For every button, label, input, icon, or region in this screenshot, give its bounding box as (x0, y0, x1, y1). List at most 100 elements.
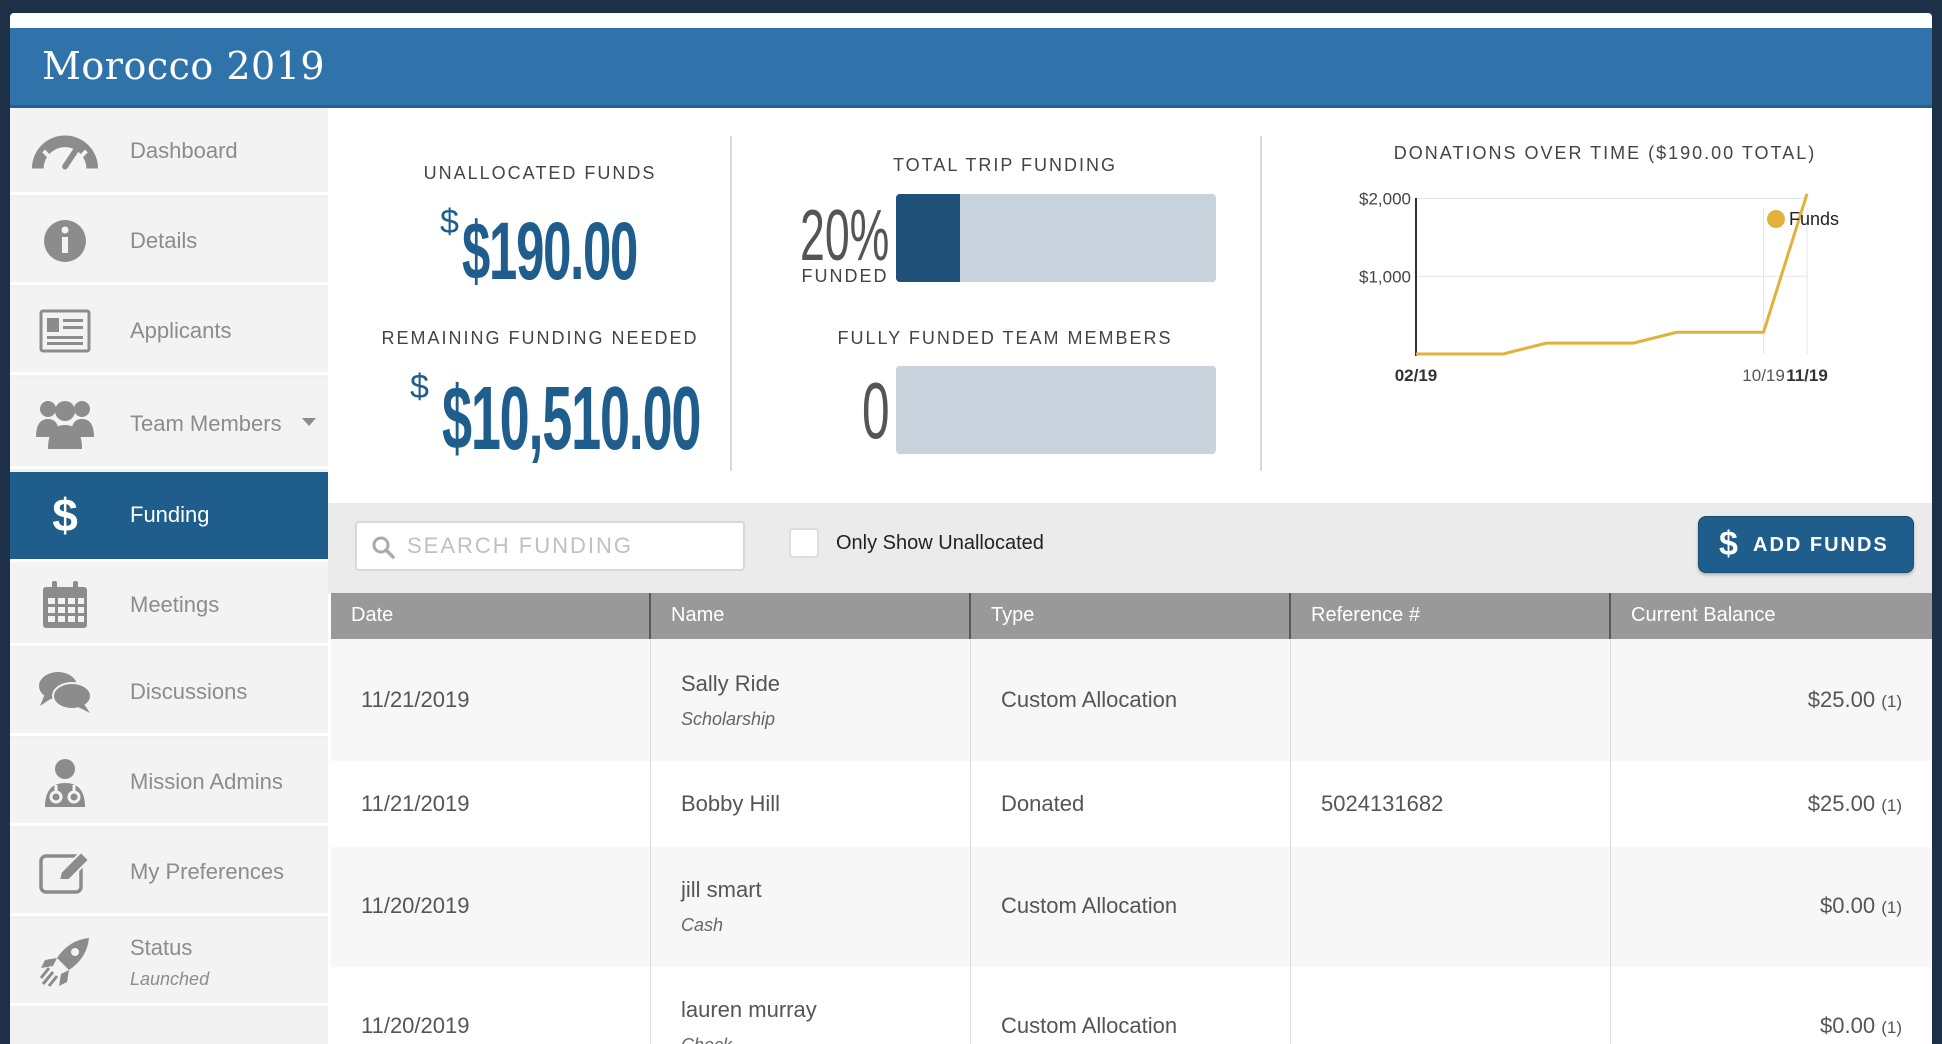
balance-count: (1) (1881, 1018, 1902, 1037)
rocket-icon (30, 933, 100, 991)
app-header: Morocco 2019 (10, 28, 1932, 108)
id-card-icon (30, 302, 100, 360)
table-row[interactable]: 11/20/2019 lauren murray Check Custom All… (331, 967, 1932, 1044)
row-name: Sally Ride (681, 671, 781, 696)
row-name: jill smart (681, 877, 762, 902)
trip-funding-progress-fill (896, 194, 960, 282)
column-header-name[interactable]: Name (651, 593, 971, 639)
divider (1260, 136, 1262, 471)
edit-icon (30, 843, 100, 901)
row-type: Donated (1001, 791, 1085, 816)
sidebar-item-label: Details (130, 228, 198, 253)
only-unallocated-checkbox[interactable] (789, 528, 819, 558)
sidebar-item-applicants[interactable]: Applicants (10, 288, 328, 375)
funding-toolbar: Only Show Unallocated $ ADD FUNDS (328, 503, 1932, 593)
sidebar-item-label: Discussions (130, 679, 248, 704)
dollar-icon: $ (1719, 525, 1738, 563)
sidebar-item-label: Meetings (130, 592, 220, 617)
table-row[interactable]: 11/21/2019 Bobby Hill Donated 5024131682… (331, 761, 1932, 847)
row-balance: $0.00 (1) (1820, 893, 1902, 919)
column-header-date[interactable]: Date (331, 593, 651, 639)
sidebar-item-team-members[interactable]: Team Members (10, 378, 328, 469)
balance-amount: $0.00 (1820, 893, 1876, 918)
sidebar-item-label: Funding (130, 502, 210, 527)
remaining-funding-label: REMAINING FUNDING NEEDED (381, 328, 699, 348)
chart-plot: $1,000 $2,000 02/19 10/19 11/19 Funds (1359, 190, 1839, 385)
table-header: Date Name Type Reference # Current Balan… (331, 593, 1932, 639)
sidebar-item-label: Status (130, 935, 193, 960)
balance-amount: $25.00 (1807, 687, 1876, 712)
x-tick-label: 02/19 (1395, 366, 1438, 385)
admin-icon (30, 753, 100, 811)
sidebar-item-details[interactable]: Details (10, 198, 328, 285)
sidebar-item-label: Team Members (130, 411, 282, 436)
balance-count: (1) (1881, 796, 1902, 815)
page-title: Morocco 2019 (42, 44, 326, 88)
chart-title: DONATIONS OVER TIME ($190.00 TOTAL) (1393, 143, 1817, 163)
legend-marker-funds (1767, 210, 1785, 228)
unallocated-funds-label: UNALLOCATED FUNDS (423, 163, 657, 183)
balance-count: (1) (1881, 898, 1902, 917)
row-reference: 5024131682 (1321, 791, 1444, 816)
row-date: 11/20/2019 (361, 1013, 470, 1038)
sidebar-item-discussions[interactable]: Discussions (10, 649, 328, 736)
sidebar-item-my-preferences[interactable]: My Preferences (10, 829, 328, 916)
row-subtext: Check (681, 1035, 732, 1044)
speedometer-icon (30, 122, 100, 180)
chevron-down-icon[interactable] (302, 418, 316, 426)
sidebar-item-meetings[interactable]: Meetings (10, 559, 328, 646)
chat-bubbles-icon (30, 663, 100, 721)
divider (730, 136, 732, 471)
row-date: 11/20/2019 (361, 893, 470, 918)
remaining-currency: $ (410, 368, 429, 406)
search-box (355, 521, 745, 571)
funded-label: FUNDED (801, 266, 889, 286)
row-type: Custom Allocation (1001, 1013, 1178, 1038)
fully-funded-label: FULLY FUNDED TEAM MEMBERS (837, 328, 1173, 348)
balance-count: (1) (1881, 692, 1902, 711)
row-balance: $0.00 (1) (1820, 1013, 1902, 1039)
dollar-icon: $ (52, 489, 78, 541)
balance-amount: $25.00 (1807, 791, 1876, 816)
app-window: Morocco 2019 Dashboard Details Applicant… (10, 13, 1932, 1044)
sidebar-item-label: Dashboard (130, 138, 238, 163)
donations-chart: DONATIONS OVER TIME ($190.00 TOTAL) $1,0… (1305, 143, 1905, 473)
column-header-type[interactable]: Type (971, 593, 1291, 639)
team-icon (30, 394, 100, 452)
funded-percent: 20% (800, 196, 890, 276)
column-header-balance[interactable]: Current Balance (1631, 604, 1776, 626)
sidebar-item-label: Applicants (130, 318, 232, 343)
sidebar-item-mission-admins[interactable]: Mission Admins (10, 739, 328, 826)
y-tick-label: $2,000 (1359, 190, 1411, 209)
unallocated-currency: $ (440, 203, 459, 241)
column-header-reference[interactable]: Reference # (1291, 593, 1611, 639)
sidebar-item-label: Mission Admins (130, 769, 283, 794)
search-input[interactable] (407, 531, 727, 561)
add-funds-label: ADD FUNDS (1753, 534, 1889, 556)
sidebar-item-status[interactable]: Status Launched (10, 919, 328, 1006)
info-icon (30, 212, 100, 270)
add-funds-button[interactable]: $ ADD FUNDS (1698, 516, 1914, 573)
x-tick-label: 11/19 (1786, 366, 1828, 385)
table-row[interactable]: 11/20/2019 jill smart Cash Custom Allocat… (331, 847, 1932, 967)
x-tick-label: 10/19 (1742, 366, 1785, 385)
row-name: Bobby Hill (681, 791, 781, 816)
y-tick-label: $1,000 (1359, 267, 1411, 286)
row-subtext: Scholarship (681, 709, 776, 729)
unallocated-funds-value: $190.00 (462, 206, 638, 297)
sidebar-item-label: My Preferences (130, 859, 285, 884)
series-line-funds (1416, 193, 1809, 356)
funding-table: Date Name Type Reference # Current Balan… (331, 593, 1932, 1044)
remaining-funding-value: $10,510.00 (442, 369, 701, 469)
fully-funded-count: 0 (862, 366, 890, 455)
row-type: Custom Allocation (1001, 893, 1178, 918)
row-balance: $25.00 (1) (1808, 791, 1902, 817)
only-unallocated-label[interactable]: Only Show Unallocated (836, 532, 1044, 554)
status-value: Launched (130, 969, 210, 989)
row-date: 11/21/2019 (361, 791, 470, 816)
legend-label-funds: Funds (1789, 209, 1839, 229)
sidebar-item-dashboard[interactable]: Dashboard (10, 108, 328, 195)
sidebar-item-funding[interactable]: $ Funding (10, 472, 328, 559)
total-trip-funding-label: TOTAL TRIP FUNDING (892, 155, 1118, 175)
table-row[interactable]: 11/21/2019 Sally Ride Scholarship Custom … (331, 639, 1932, 761)
